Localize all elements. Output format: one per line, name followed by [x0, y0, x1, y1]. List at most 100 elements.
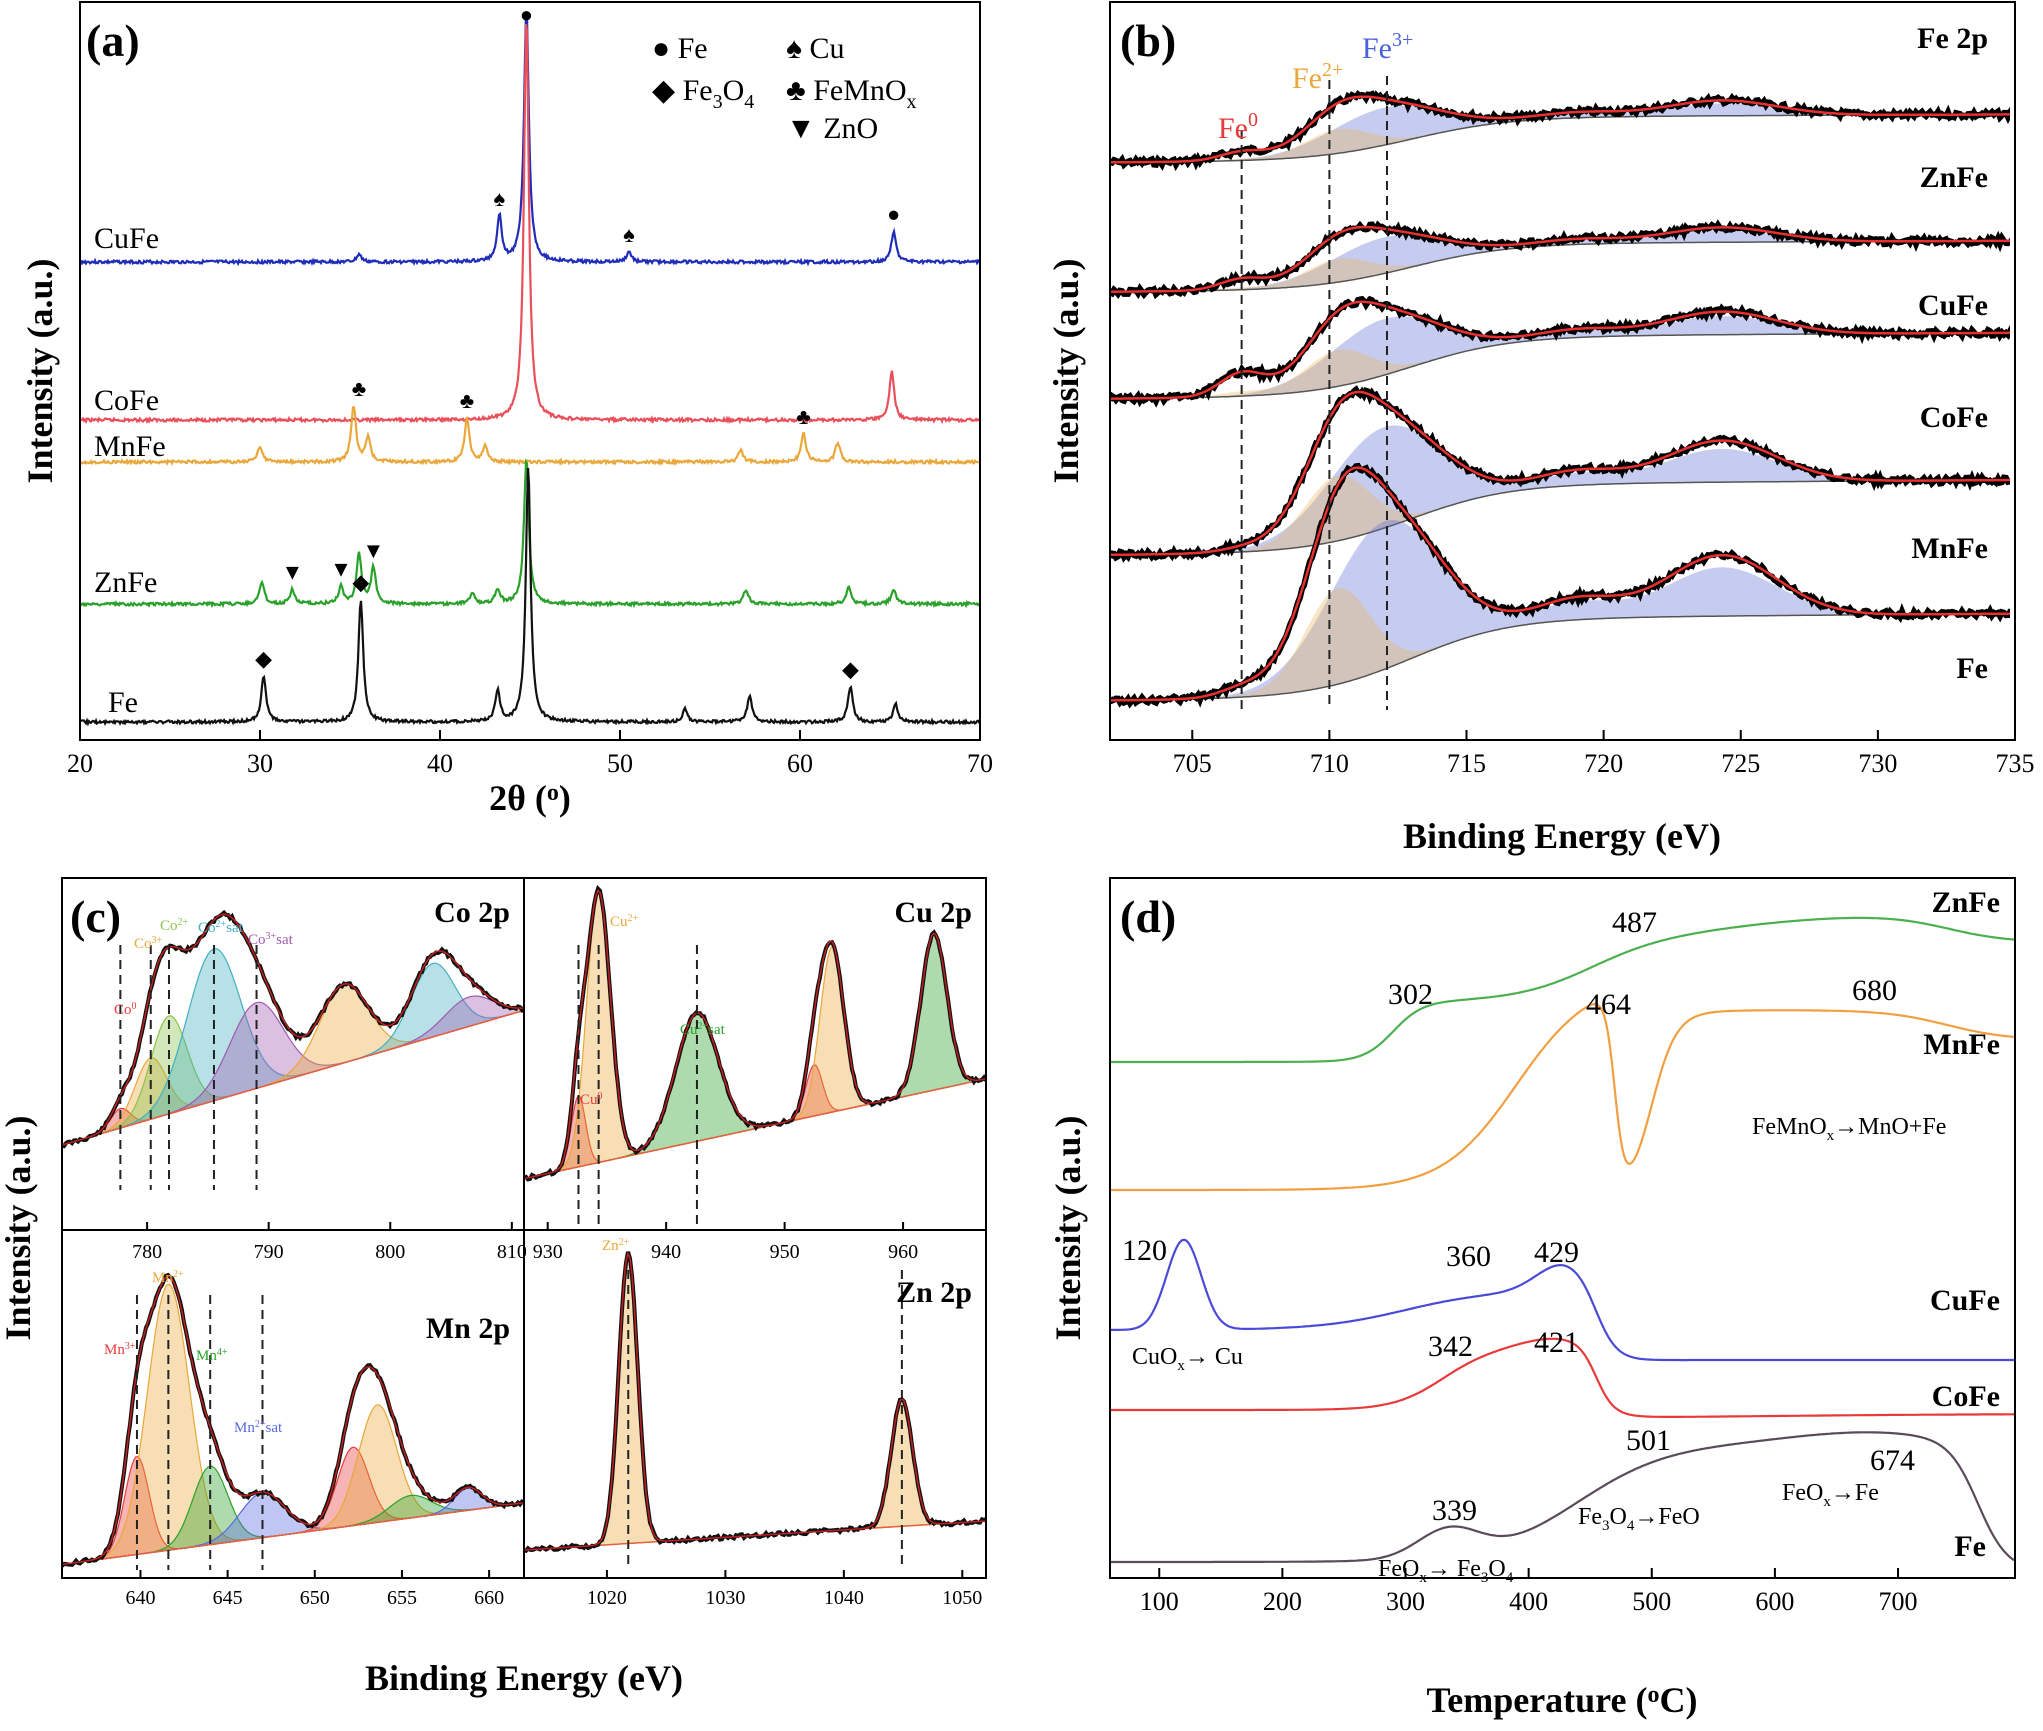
panel-b-ylabel: Intensity (a.u.) — [1046, 258, 1086, 483]
xrd-marker-3: ● — [887, 201, 900, 226]
c-label-cu2plus: Cu2+ — [610, 913, 639, 930]
a-xtick-label-1: 30 — [247, 749, 273, 778]
c-xtick-label-1-0: 930 — [533, 1241, 563, 1263]
panel-b-label: (b) — [1120, 15, 1176, 66]
c-label-mn4plus: Mn4+ — [196, 1347, 228, 1364]
c-fit-1 — [524, 889, 986, 1180]
c-xtick-label-3-1: 1030 — [705, 1587, 745, 1609]
c-xtick-label-1-1: 940 — [651, 1241, 681, 1263]
xrd-marker-12: ◆ — [842, 656, 859, 681]
xps-bg-cufe — [1110, 240, 2010, 293]
xrd-marker-0: ♠ — [494, 186, 506, 211]
c-label-cu0: Cu0 — [580, 1091, 603, 1108]
series-label-mnfe: MnFe — [94, 430, 166, 463]
xps-data-cufe — [1110, 219, 2010, 300]
xps-fit-mnfe — [1110, 390, 2010, 557]
xrd-line-fe — [80, 467, 980, 727]
c-label-mn2plus: Mn2+ — [152, 1269, 184, 1286]
d-label-cofe: CoFe — [1932, 1380, 2000, 1413]
legend-femnox: ♣ FeMnOx — [786, 74, 917, 113]
xrd-line-mnfe — [80, 406, 980, 467]
xrd-marker-11: ◆ — [352, 570, 369, 595]
c-bg-2 — [62, 1502, 524, 1566]
c-fit-2 — [62, 1275, 524, 1566]
xps-fe3-comp-cofe — [1110, 316, 2010, 399]
c-xtick-label-2-3: 655 — [387, 1587, 417, 1609]
c-title-cu2p: Cu 2p — [894, 896, 972, 929]
xrd-marker-8: ▼ — [330, 557, 352, 582]
tpr-line-cofe — [1110, 1337, 2014, 1418]
panel-c-label: (c) — [70, 891, 121, 942]
c-label-co2sat: Co2+sat — [198, 919, 244, 936]
a-xtick-label-2: 40 — [427, 749, 453, 778]
xps-data-cofe — [1110, 295, 2010, 408]
d-peak-421: 421 — [1534, 1326, 1579, 1359]
c-xtick-label-2-1: 645 — [213, 1587, 243, 1609]
xps-fe3-comp-mnfe — [1110, 425, 2010, 555]
xps-bg-fe — [1110, 612, 2010, 702]
panel-d-xlabel: Temperature (oC) — [1427, 1680, 1698, 1720]
d-peak-680: 680 — [1852, 974, 1897, 1007]
xps-data-mnfe — [1110, 385, 2010, 563]
panel-c: 780 790 800 810 930 940 950 960 640 645 650 655 660 1… — [0, 877, 987, 1698]
d-peak-342: 342 — [1428, 1330, 1473, 1363]
xrd-marker-4: ♣ — [352, 376, 366, 401]
c-title-co2p: Co 2p — [434, 896, 510, 929]
xps-fe2-comp-znfe — [1110, 114, 2010, 163]
series-label-znfe: ZnFe — [94, 566, 157, 599]
legend-cu: ♠ Cu — [786, 32, 844, 65]
xps-fe2-comp-cofe — [1110, 332, 2010, 399]
xps-fit-cufe — [1110, 225, 2010, 293]
d-xtick-label-1: 200 — [1263, 1587, 1302, 1616]
a-xtick-label-0: 20 — [67, 749, 93, 778]
d-peak-487: 487 — [1612, 906, 1657, 939]
xps-data-fe — [1110, 462, 2010, 709]
tpr-line-znfe — [1110, 916, 2015, 1064]
c-bg-0 — [62, 1009, 524, 1146]
panel-a: ♠●♠●♣ ♣♣▼ ▼▼◆◆◆ 20 30 40 50 60 70 (a) 2θ (o) In… — [20, 1, 993, 818]
d-annot-fe3o4: Fe3O4→FeO — [1578, 1504, 1700, 1534]
d-xtick-label-6: 700 — [1879, 1587, 1918, 1616]
d-peak-464: 464 — [1586, 988, 1631, 1021]
c-xtick-label-3-3: 1050 — [942, 1587, 982, 1609]
legend-zno: ▼ ZnO — [786, 112, 878, 145]
b-xtick-label-6: 735 — [1996, 749, 2035, 778]
d-label-mnfe: MnFe — [1923, 1028, 2000, 1061]
d-xtick-label-3: 400 — [1509, 1587, 1548, 1616]
b-xtick-label-0: 705 — [1173, 749, 1212, 778]
c-xtick-label-2-2: 650 — [300, 1587, 330, 1609]
c-xtick-label-3-2: 1040 — [824, 1587, 864, 1609]
xrd-line-cofe — [80, 23, 980, 425]
b-xtick-label-3: 720 — [1584, 749, 1623, 778]
b-label-cofe: CoFe — [1920, 401, 1988, 434]
c-label-co3sat: Co3+sat — [248, 931, 294, 948]
c-fit-3 — [524, 1251, 986, 1551]
d-peak-302: 302 — [1388, 978, 1433, 1011]
b-label-mnfe: MnFe — [1911, 532, 1988, 565]
panel-b-title: Fe 2p — [1917, 22, 1988, 55]
panel-b-xlabel: Binding Energy (eV) — [1403, 816, 1721, 856]
b-xtick-label-1: 710 — [1310, 749, 1349, 778]
d-peak-429: 429 — [1534, 1236, 1579, 1269]
a-xtick-label-5: 70 — [967, 749, 993, 778]
c-xtick-label-0-2: 800 — [375, 1241, 405, 1263]
panel-a-frame — [79, 1, 981, 741]
d-xtick-label-5: 600 — [1755, 1587, 1794, 1616]
panel-d-label: (d) — [1120, 891, 1176, 942]
xrd-marker-7: ▼ — [282, 560, 304, 585]
series-label-fe: Fe — [108, 686, 138, 719]
c-subplot-2 — [62, 1272, 524, 1570]
c-subplot-0 — [62, 909, 524, 1190]
series-label-cofe: CoFe — [94, 384, 159, 417]
panel-d-ylabel: Intensity (a.u.) — [1048, 1115, 1088, 1340]
c-label-zn2plus: Zn2+ — [602, 1237, 630, 1254]
c-xtick-label-2-4: 660 — [474, 1587, 504, 1609]
c-subplot-3 — [524, 1251, 986, 1570]
c-xtick-label-3-0: 1020 — [587, 1587, 627, 1609]
d-label-cufe: CuFe — [1930, 1284, 2000, 1317]
xps-fe2-comp-fe — [1110, 588, 2010, 701]
d-annot-feox-fe3o4: FeOx→ Fe3O4 — [1378, 1556, 1514, 1586]
panel-d: 100 200 300 400 500 600 700 (d) Temperature (o… — [1048, 877, 2016, 1720]
c-xtick-label-1-3: 960 — [888, 1241, 918, 1263]
